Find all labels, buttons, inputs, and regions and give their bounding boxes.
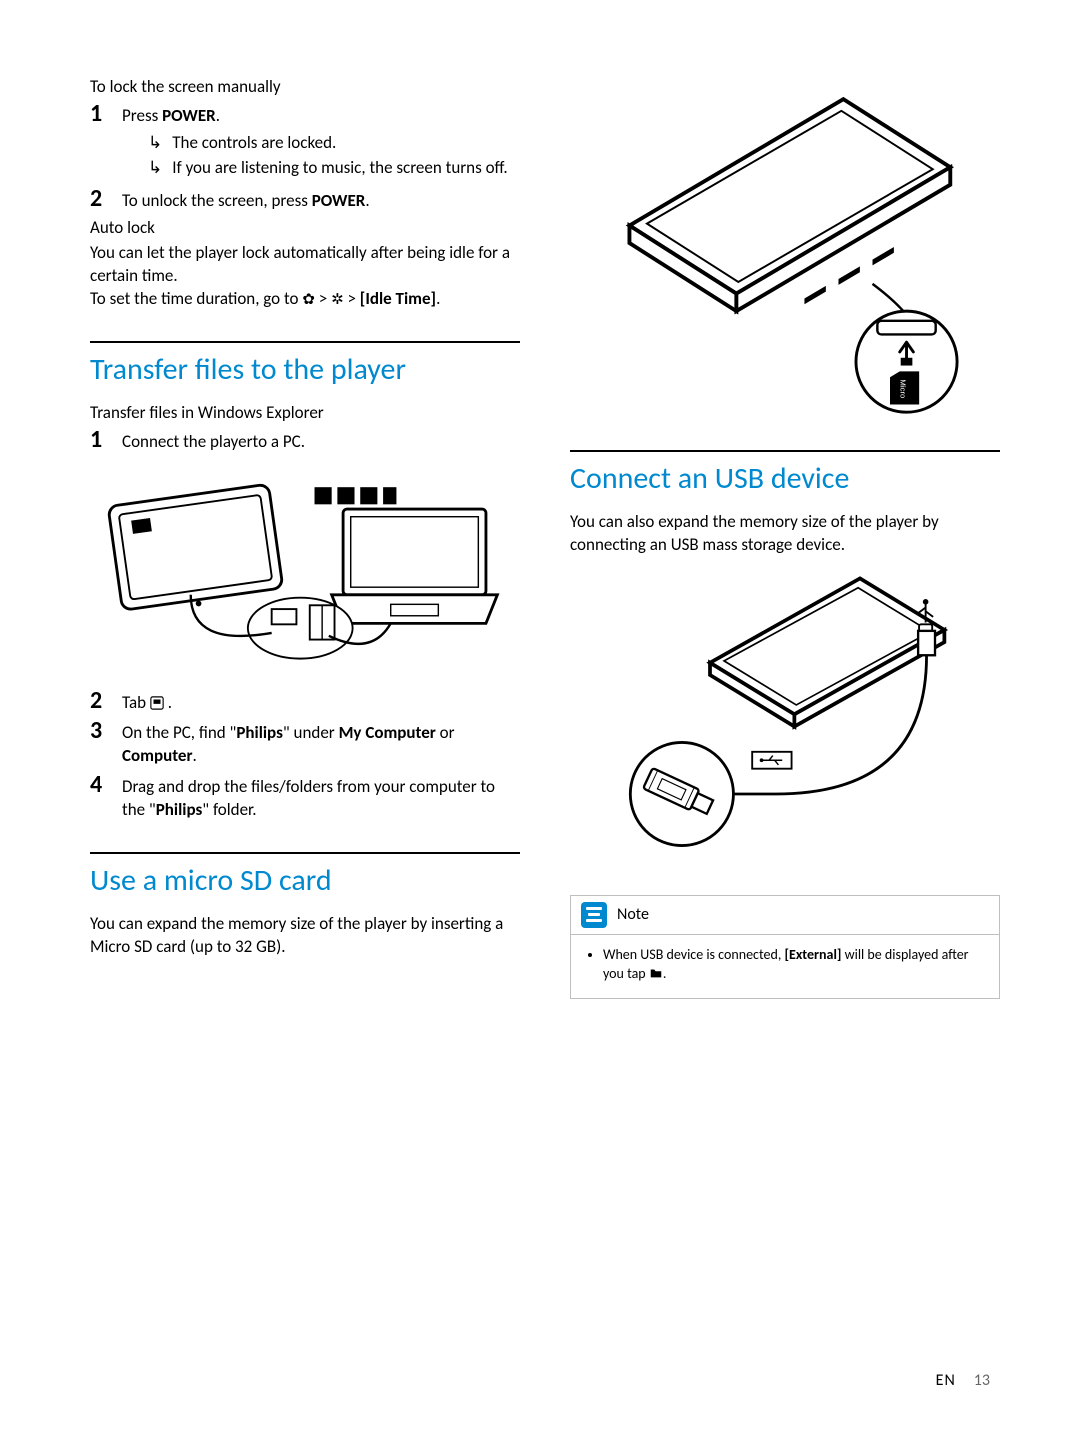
transfer-illustration (90, 466, 520, 676)
note-body: When USB device is connected, [External]… (571, 935, 999, 998)
result-item: ↳The controls are locked. (148, 132, 520, 155)
result-arrow-icon: ↳ (148, 157, 162, 180)
note-header: Note (571, 896, 999, 935)
transfer-heading: Transfer files to the player (90, 351, 520, 388)
note-box: Note When USB device is connected, [Exte… (570, 895, 1000, 999)
lock-step-1: 1 Press POWER. ↳The controls are locked.… (90, 101, 520, 182)
usb-heading: Connect an USB device (570, 460, 1000, 497)
usb-text: You can also expand the memory size of t… (570, 511, 1000, 557)
step-number: 2 (90, 186, 108, 213)
lock-step-2: 2 To unlock the screen, press POWER. (90, 186, 520, 213)
section-rule (570, 450, 1000, 452)
svg-text:Micro: Micro (899, 379, 908, 398)
gear-icon: ✲ (331, 291, 344, 309)
step-number: 1 (90, 101, 108, 182)
transfer-step-2: 2 Tab . (90, 688, 520, 715)
lock-heading: To lock the screen manually (90, 76, 520, 97)
step-number: 1 (90, 427, 108, 454)
transfer-step-3: 3 On the PC, find "Philips" under My Com… (90, 718, 520, 768)
note-icon (581, 902, 607, 928)
sd-heading: Use a micro SD card (90, 862, 520, 899)
sd-text: You can expand the memory size of the pl… (90, 913, 520, 959)
step-number: 3 (90, 718, 108, 768)
autolock-text-2: To set the time duration, go to ✿ > ✲ > … (90, 288, 520, 311)
transfer-steps: 1 Connect the playerto a PC. (90, 427, 520, 454)
autolock-text-1: You can let the player lock automaticall… (90, 242, 520, 288)
step-number: 4 (90, 772, 108, 822)
pc-connect-icon (150, 696, 164, 710)
footer-lang: EN (936, 1371, 956, 1390)
footer-page-number: 13 (974, 1371, 990, 1390)
transfer-subheading: Transfer files in Windows Explorer (90, 402, 520, 423)
folder-icon (649, 966, 663, 980)
autolock-heading: Auto lock (90, 217, 520, 238)
gear-icon: ✿ (302, 291, 315, 309)
result-item: ↳If you are listening to music, the scre… (148, 157, 520, 180)
page-footer: EN 13 (936, 1371, 990, 1390)
section-rule (90, 852, 520, 854)
step-text: Press (122, 105, 162, 126)
transfer-step-4: 4 Drag and drop the files/folders from y… (90, 772, 520, 822)
lock-steps: 1 Press POWER. ↳The controls are locked.… (90, 101, 520, 213)
transfer-steps-cont: 2 Tab . 3 On the PC, find "Philips" unde… (90, 688, 520, 823)
note-label: Note (617, 905, 649, 924)
usb-illustration (570, 569, 1000, 869)
step-bold: POWER (162, 105, 216, 126)
step-number: 2 (90, 688, 108, 715)
result-arrow-icon: ↳ (148, 132, 162, 155)
note-item: When USB device is connected, [External]… (603, 945, 985, 984)
sd-illustration: Micro (570, 70, 1000, 420)
transfer-step-1: 1 Connect the playerto a PC. (90, 427, 520, 454)
section-rule (90, 341, 520, 343)
